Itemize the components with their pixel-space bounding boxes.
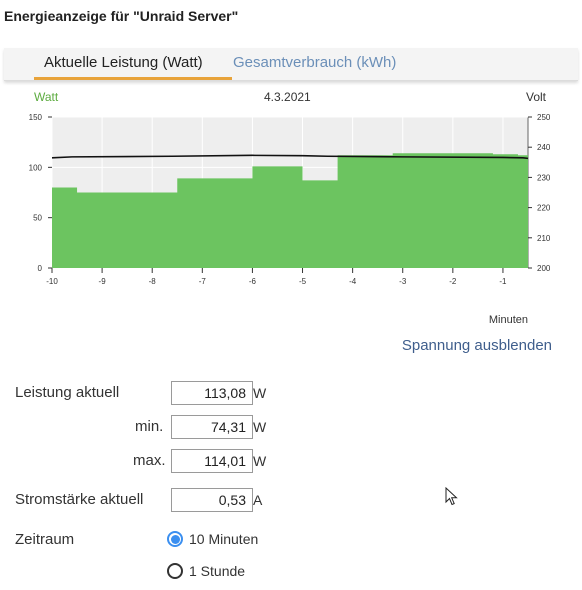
timerange-1h-option[interactable]: 1 Stunde	[167, 563, 245, 579]
current-label: Stromstärke aktuell	[15, 491, 144, 508]
left-axis-tick-label: 0	[38, 264, 43, 273]
left-axis-tick-label: 150	[29, 113, 43, 122]
x-axis-tick-label: -2	[449, 277, 457, 286]
x-axis-tick-label: -3	[399, 277, 407, 286]
x-axis-tick-label: -4	[349, 277, 357, 286]
current-unit: A	[253, 492, 263, 508]
x-axis-tick-label: -5	[299, 277, 307, 286]
power-min-unit: W	[253, 419, 267, 435]
x-axis-title: Minuten	[489, 314, 528, 326]
radio-10min[interactable]	[167, 531, 183, 547]
left-axis-tick-label: 100	[29, 163, 43, 172]
mouse-pointer-icon	[445, 487, 458, 506]
x-axis-tick-label: -9	[99, 277, 107, 286]
power-max-unit: W	[253, 453, 267, 469]
toggle-voltage-link[interactable]: Spannung ausblenden	[401, 337, 552, 354]
power-chart: 0 50 100 150 200 210 220 230 240 250 -10 -9 -8 -7 -6 -5…	[29, 113, 551, 326]
x-axis-tick-label: -6	[249, 277, 257, 286]
radio-dot	[170, 534, 180, 544]
right-axis-tick-label: 250	[537, 113, 551, 122]
power-max-label: max.	[133, 452, 166, 469]
x-axis-tick-label: -7	[199, 277, 207, 286]
power-current-label: Leistung aktuell	[15, 384, 120, 401]
x-axis-tick-label: -8	[149, 277, 157, 286]
right-axis-tick-label: 230	[537, 173, 551, 182]
right-axis-tick-label: 210	[537, 234, 551, 243]
x-axis-tick-label: -1	[499, 277, 507, 286]
right-axis-tick-label: 240	[537, 143, 551, 152]
timerange-1h-label: 1 Stunde	[189, 563, 246, 579]
watt-series-area	[52, 153, 528, 268]
tab-bar: Aktuelle Leistung (Watt) Gesamtverbrauch…	[4, 48, 578, 81]
power-current-field: 113,08	[171, 381, 253, 405]
radio-1h[interactable]	[167, 563, 183, 579]
timerange-10min-option[interactable]: 10 Minuten	[167, 531, 258, 547]
right-axis-tick-label: 220	[537, 204, 551, 213]
power-unit: W	[253, 385, 267, 401]
left-axis-tick-label: 50	[33, 214, 42, 223]
page-title: Energieanzeige für "Unraid Server"	[4, 8, 239, 24]
volt-series-line	[51, 154, 529, 160]
power-max-field: 114,01	[171, 449, 253, 473]
tab-current-power[interactable]: Aktuelle Leistung (Watt)	[34, 54, 232, 80]
timerange-10min-label: 10 Minuten	[189, 531, 259, 547]
left-axis-label: Watt	[34, 90, 59, 104]
timerange-label: Zeitraum	[15, 531, 75, 548]
right-axis-label: Volt	[526, 90, 547, 104]
power-min-field: 74,31	[171, 415, 253, 439]
right-axis-tick-label: 200	[537, 264, 551, 273]
current-field: 0,53	[171, 488, 253, 512]
tab-total-consumption[interactable]: Gesamtverbrauch (kWh)	[233, 54, 397, 71]
x-axis-tick-label: -10	[46, 277, 58, 286]
chart-date: 4.3.2021	[264, 90, 311, 104]
power-min-label: min.	[135, 418, 164, 435]
